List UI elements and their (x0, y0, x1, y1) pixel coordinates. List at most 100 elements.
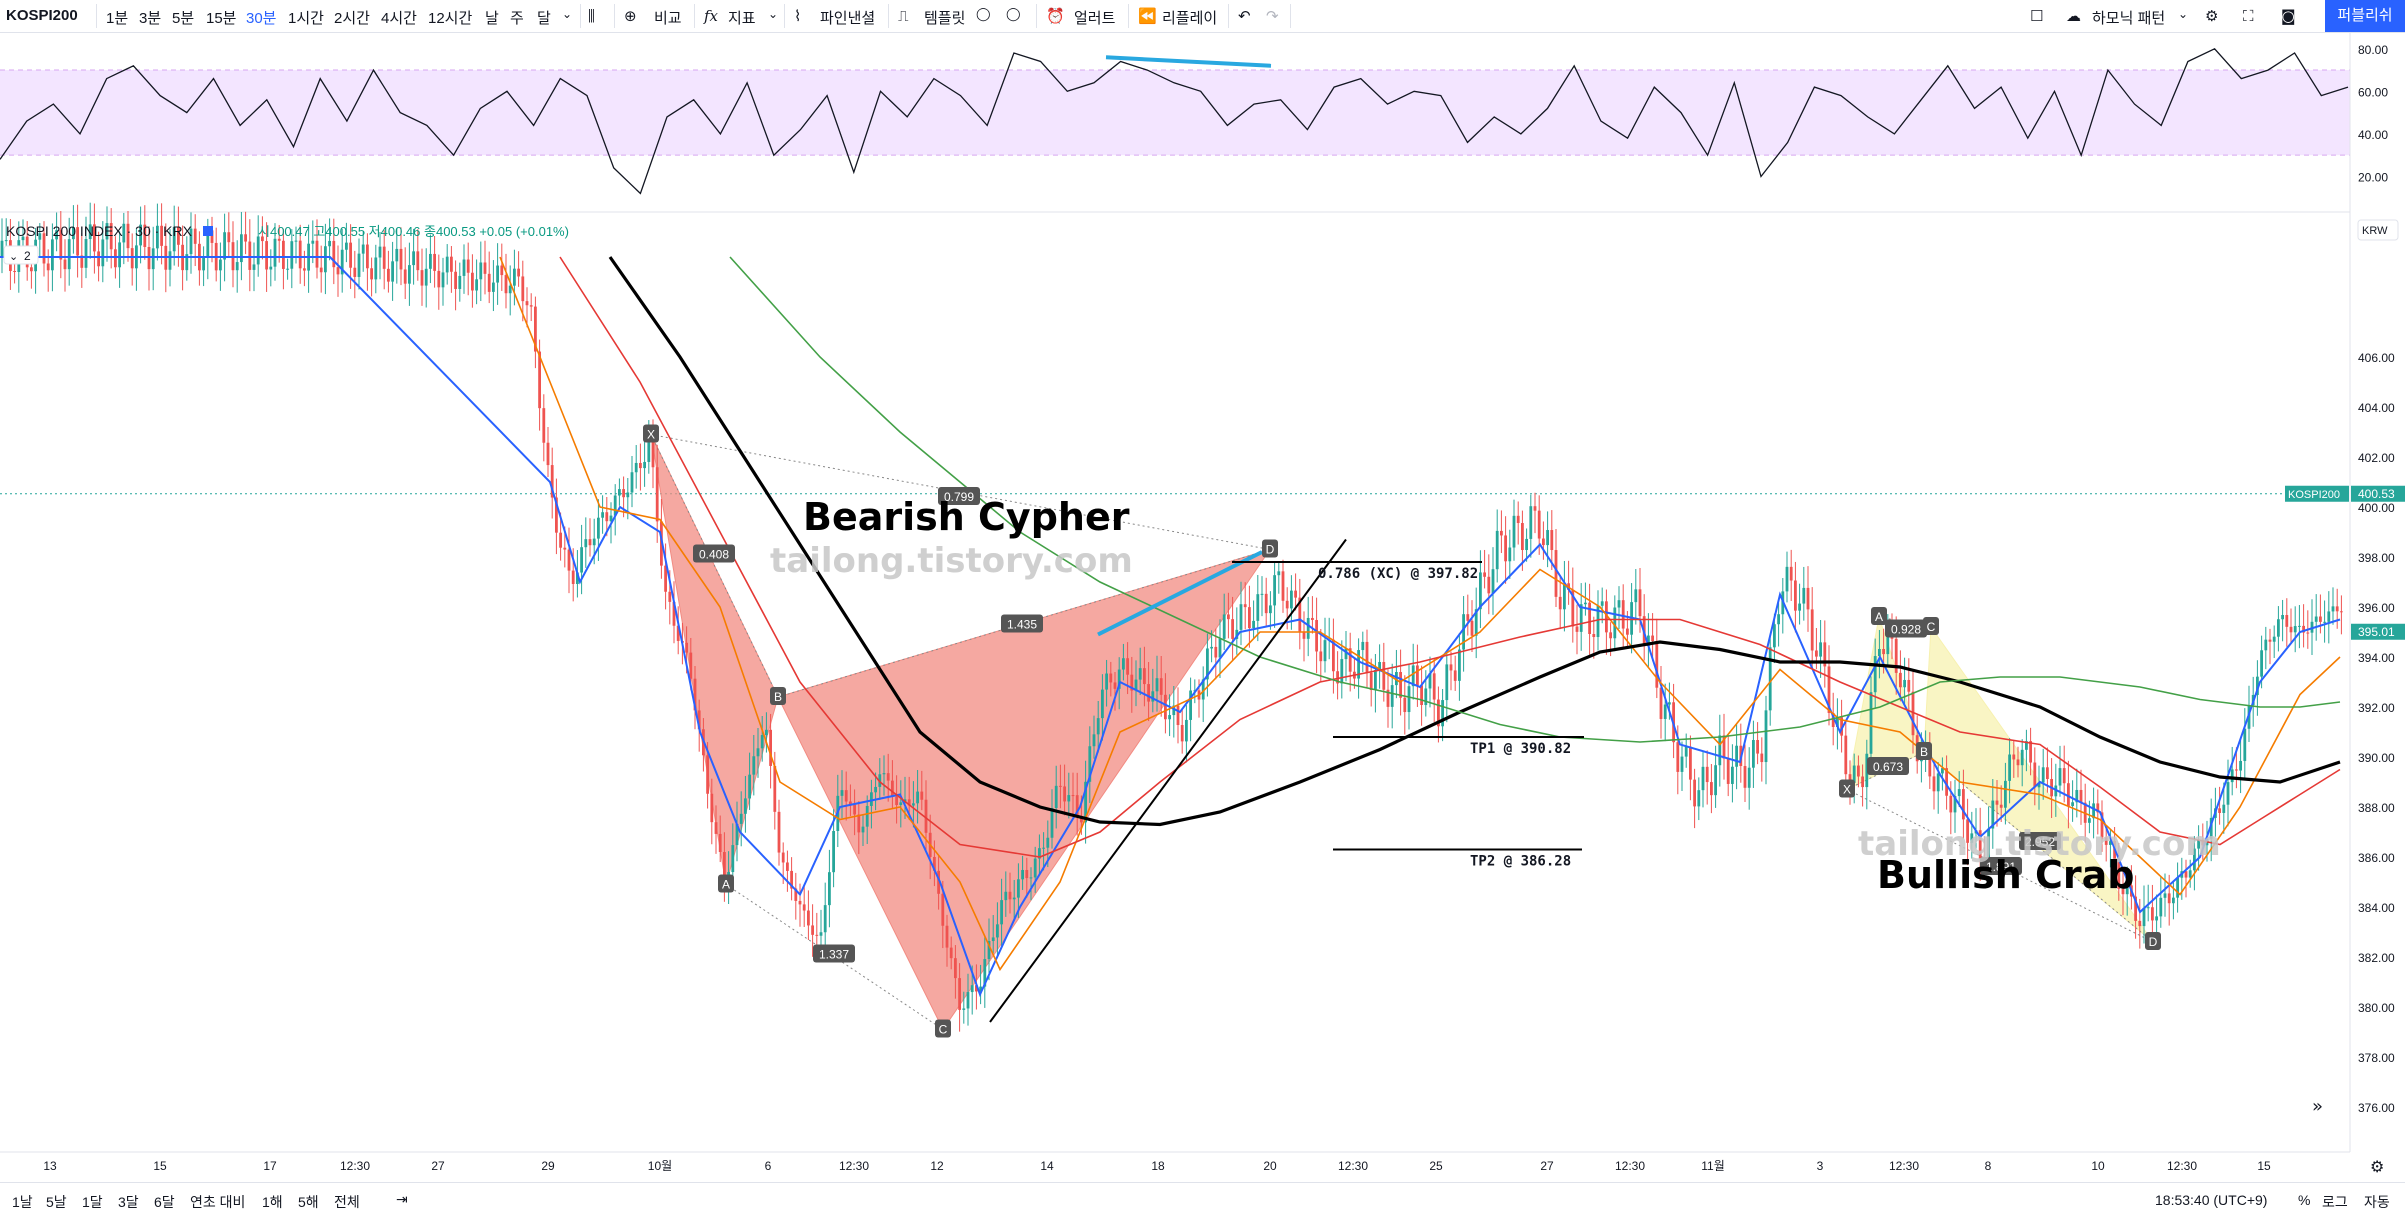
interval-15m[interactable]: 15분 (206, 10, 237, 27)
pine-button[interactable]: 파인낸셜 (820, 10, 876, 27)
candle-body (1222, 614, 1226, 639)
candle-body (630, 472, 634, 493)
candle-body (870, 792, 873, 806)
redo-icon[interactable]: ↷ (1266, 7, 1279, 25)
candle-body (1693, 779, 1696, 807)
candle-body (1752, 740, 1755, 768)
range-6m[interactable]: 6달 (154, 1194, 175, 1210)
candle-body (542, 408, 546, 443)
candle-body (475, 279, 478, 291)
candle-body (1882, 648, 1885, 655)
alarm-icon[interactable]: ⏰ (1046, 7, 1065, 25)
candle-type-icon[interactable]: ⫼ (588, 7, 595, 25)
clock[interactable]: 18:53:40 (UTC+9) (2155, 1192, 2268, 1208)
interval-month[interactable]: 달 (537, 10, 551, 27)
candle-body (1025, 869, 1029, 879)
pattern-ratio-badge (1885, 619, 1927, 638)
candle-body (1613, 607, 1617, 639)
range-5d[interactable]: 5날 (46, 1194, 67, 1210)
candle-body (676, 625, 680, 641)
moving-average-line (729, 256, 2341, 743)
interval-30m[interactable]: 30분 (246, 10, 277, 27)
cloud-icon[interactable]: ☁ (2066, 7, 2081, 25)
percent-toggle[interactable]: % (2298, 1192, 2311, 1208)
candle-body (571, 570, 575, 584)
undo-icon[interactable]: ↶ (1238, 7, 1251, 25)
price-tick-label: 386.00 (2358, 851, 2395, 865)
indicators-button[interactable]: 지표 (728, 10, 756, 27)
interval-week[interactable]: 주 (510, 10, 524, 27)
harmonic-pattern-button[interactable]: 하모닉 패턴 (2092, 10, 2166, 27)
currency-button[interactable] (2357, 219, 2399, 241)
compare-button[interactable]: 비교 (654, 10, 682, 27)
interval-5m[interactable]: 5분 (172, 10, 195, 27)
interval-1m[interactable]: 1분 (106, 10, 129, 27)
interval-12h[interactable]: 12시간 (428, 10, 473, 27)
candle-body (609, 515, 613, 522)
auto-toggle[interactable]: 자동 (2364, 1194, 2390, 1210)
pattern-ratio-badge (1001, 614, 1043, 633)
candle-body (794, 888, 798, 901)
templates-button[interactable]: 템플릿 (924, 10, 966, 27)
gear-icon[interactable]: ⚙ (2205, 7, 2219, 25)
candle-body (2340, 611, 2343, 613)
range-ytd[interactable]: 연초 대비 (190, 1194, 246, 1210)
time-tick-label: 27 (431, 1159, 445, 1173)
log-toggle[interactable]: 로그 (2322, 1194, 2348, 1210)
pine-icon[interactable]: ⌇ (794, 7, 802, 25)
candle-body (941, 893, 945, 926)
candle-body (2256, 676, 2259, 695)
harmonic-chevron-icon[interactable]: ⌄ (2178, 7, 2189, 21)
time-tick-label: 10 (2091, 1159, 2105, 1173)
interval-2h[interactable]: 2시간 (334, 10, 370, 27)
goto-date-icon[interactable]: ⇥ (396, 1192, 408, 1208)
candle-body (1382, 662, 1386, 690)
range-1y[interactable]: 1해 (262, 1194, 283, 1210)
candle-body (2184, 871, 2188, 878)
indicator-chevron-icon[interactable]: ⌄ (768, 7, 779, 21)
interval-day[interactable]: 날 (485, 10, 499, 27)
candle-body (622, 489, 625, 498)
template-circle-icon[interactable]: ◯ (976, 7, 991, 22)
candle-body (811, 925, 814, 935)
legend-collapsed-count: 2 (24, 249, 31, 263)
candle-body (471, 272, 474, 291)
alert-button[interactable]: 얼러트 (1074, 10, 1116, 27)
interval-3m[interactable]: 3분 (139, 10, 162, 27)
interval-chevron-icon[interactable]: ⌄ (562, 7, 573, 21)
indicator-icon[interactable]: fx (704, 7, 719, 25)
candle-body (2285, 615, 2289, 627)
template-icon[interactable]: ⎍ (898, 7, 909, 25)
settings-icon[interactable]: ⚙ (2370, 1157, 2384, 1176)
fullscreen-icon[interactable]: ⛶ (2243, 7, 2254, 25)
range-3m[interactable]: 3달 (118, 1194, 139, 1210)
legend-collapse-button[interactable] (3, 245, 39, 265)
legend-title[interactable]: KOSPI 200 INDEX · 30 · KRX (6, 223, 193, 239)
replay-icon[interactable]: ⏪ (1138, 7, 1157, 25)
legend-flag-icon[interactable] (203, 226, 213, 236)
candle-body (886, 773, 890, 781)
symbol-search[interactable]: KOSPI200 (6, 7, 78, 24)
candle-body (1386, 689, 1390, 707)
candle-body (1462, 614, 1465, 650)
scroll-right-icon[interactable]: » (2312, 1096, 2323, 1117)
range-1m[interactable]: 1달 (82, 1194, 103, 1210)
candle-body (1185, 719, 1188, 742)
publish-button[interactable]: 퍼블리쉬 (2325, 0, 2405, 32)
compare-icon[interactable]: ⊕ (624, 7, 637, 25)
replay-button[interactable]: 리플레이 (1162, 10, 1218, 27)
layout-icon[interactable]: ☐ (2030, 7, 2044, 25)
candle-body (1785, 566, 1789, 592)
candle-body (1029, 877, 1033, 879)
time-tick-label: 13 (43, 1159, 57, 1173)
candle-body (1479, 572, 1482, 610)
template-circle-icon[interactable]: ◯ (1006, 7, 1021, 22)
interval-1h[interactable]: 1시간 (288, 10, 324, 27)
range-1d[interactable]: 1날 (12, 1194, 33, 1210)
candle-body (2109, 840, 2112, 845)
range-all[interactable]: 전체 (334, 1194, 360, 1210)
interval-4h[interactable]: 4시간 (381, 10, 417, 27)
camera-icon[interactable]: ◙ (2281, 7, 2296, 25)
range-5y[interactable]: 5해 (298, 1194, 319, 1210)
